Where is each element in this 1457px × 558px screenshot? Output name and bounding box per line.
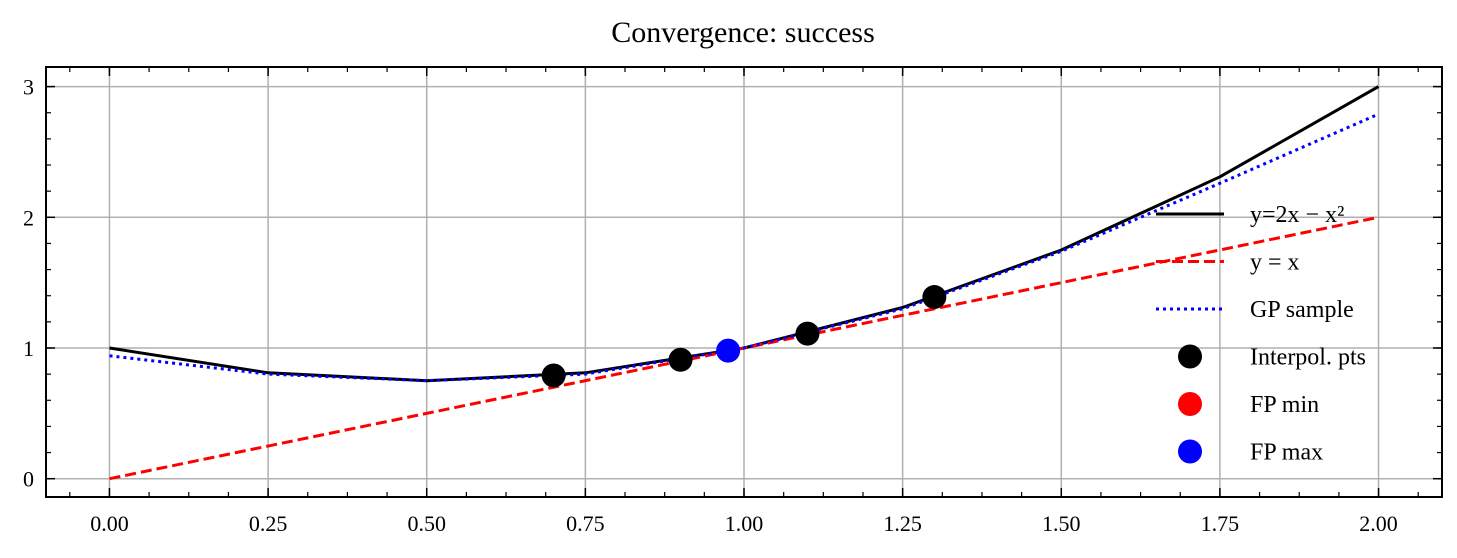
chart-title: Convergence: success <box>611 16 875 49</box>
x-tick-label: 0.00 <box>90 511 129 536</box>
grid <box>46 67 1442 497</box>
legend-label-fp-min: FP min <box>1250 392 1319 418</box>
point-interpol-pts <box>541 363 566 388</box>
y-tick-label: 1 <box>23 336 34 361</box>
x-tick-label: 1.75 <box>1201 511 1240 536</box>
legend-label-interpol-pts: Interpol. pts <box>1250 345 1366 371</box>
point-fp-max <box>716 338 741 363</box>
plot-points <box>541 285 947 388</box>
x-tick-label: 0.25 <box>249 511 288 536</box>
x-tick-label: 0.50 <box>407 511 446 536</box>
legend-marker-fp-min <box>1178 392 1202 416</box>
x-tick-label: 0.75 <box>566 511 605 536</box>
y-tick-label: 0 <box>23 467 34 492</box>
series-line-gp-sample <box>109 112 1380 383</box>
legend-marker-interpol-pts <box>1178 344 1202 369</box>
y-tick-label: 2 <box>23 205 34 230</box>
point-interpol-pts <box>922 285 947 310</box>
point-interpol-pts <box>668 347 693 372</box>
legend-label-y-x: y = x <box>1250 250 1300 276</box>
legend-label-fp-max: FP max <box>1250 440 1323 466</box>
legend-label-y-2x-x: y=2x − x² <box>1250 202 1344 228</box>
x-tick-label: 2.00 <box>1359 511 1398 536</box>
x-tick-label: 1.00 <box>725 511 764 536</box>
ticks: 0.00 0.25 0.50 0.75 1.00 1.25 1.50 1.75 2.00 0 1 2 3 <box>23 67 1442 536</box>
x-tick-label: 1.25 <box>883 511 922 536</box>
legend-label-gp-sample: GP sample <box>1250 297 1354 323</box>
x-tick-label: 1.50 <box>1042 511 1081 536</box>
legend: y=2x − x² y = x GP sample Interpol. pts FP m… <box>1156 202 1366 466</box>
point-interpol-pts <box>795 321 820 346</box>
legend-marker-fp-max <box>1178 439 1202 464</box>
y-tick-label: 3 <box>23 75 34 100</box>
